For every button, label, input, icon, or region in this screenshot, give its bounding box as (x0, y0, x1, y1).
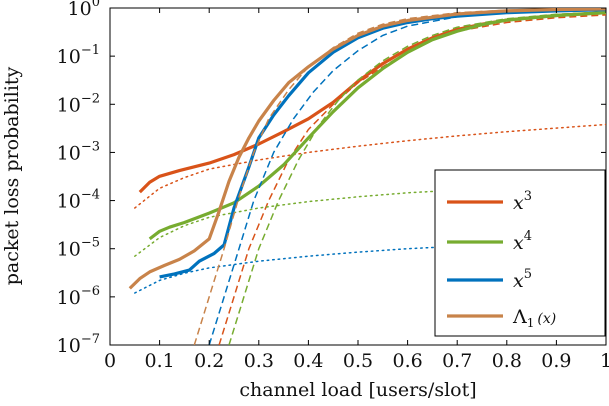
legend-label-1: x3 (513, 189, 532, 214)
legend-label-2: x4 (513, 229, 532, 254)
x-tick-label: 0 (104, 350, 116, 372)
x-axis-label: channel load [users/slot] (239, 379, 476, 401)
x-tick-label: 0.8 (492, 350, 522, 372)
y-tick-label: 10−4 (57, 188, 100, 213)
x-tick-label: 0.9 (541, 350, 571, 372)
y-tick-label: 100 (68, 0, 100, 20)
y-tick-label: 10−2 (57, 91, 100, 116)
x-tick-label: 0.7 (442, 350, 472, 372)
series-4-solid-line (128, 8, 606, 290)
series-3-solid-line (159, 8, 606, 279)
x-tick-label: 0.3 (244, 350, 274, 372)
series-1-dotted-line (134, 123, 606, 209)
x-tick-label: 1 (600, 350, 609, 372)
y-tick-label: 10−1 (57, 43, 100, 68)
series-2-solid-line (148, 11, 606, 241)
x-tick-label: 0.6 (392, 350, 422, 372)
legend-box (434, 169, 606, 337)
y-tick-label: 10−3 (57, 139, 100, 164)
legend-label-3: x5 (513, 267, 532, 292)
y-axis-label: packet loss probability (1, 66, 23, 285)
y-tick-label: 10−5 (57, 236, 100, 261)
y-tick-label: 10−6 (57, 284, 100, 309)
x-tick-label: 0.4 (293, 350, 323, 372)
x-tick-label: 0.5 (343, 350, 373, 372)
x-tick-label: 0.2 (194, 350, 224, 372)
legend-label-4: Λ1 (x) (512, 306, 556, 330)
legend: x3 x4 x5 Λ1 (x) (434, 169, 606, 337)
series-2-dashed-line (228, 11, 606, 345)
y-tick-label: 10−7 (57, 332, 100, 357)
x-tick-label: 0.1 (144, 350, 174, 372)
